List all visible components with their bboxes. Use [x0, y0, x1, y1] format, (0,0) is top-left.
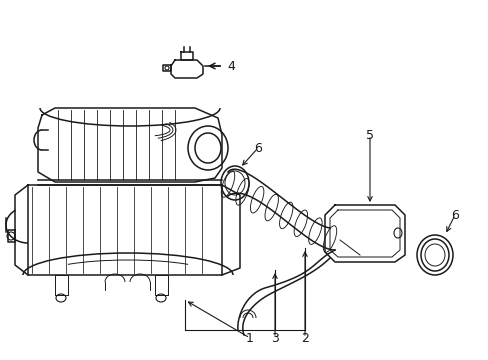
Text: 6: 6 [450, 208, 458, 221]
Text: 5: 5 [365, 129, 373, 141]
Text: 1: 1 [245, 332, 253, 345]
Text: 3: 3 [270, 332, 278, 345]
Text: 4: 4 [226, 59, 234, 72]
Text: 2: 2 [301, 332, 308, 345]
Text: 6: 6 [254, 141, 262, 154]
